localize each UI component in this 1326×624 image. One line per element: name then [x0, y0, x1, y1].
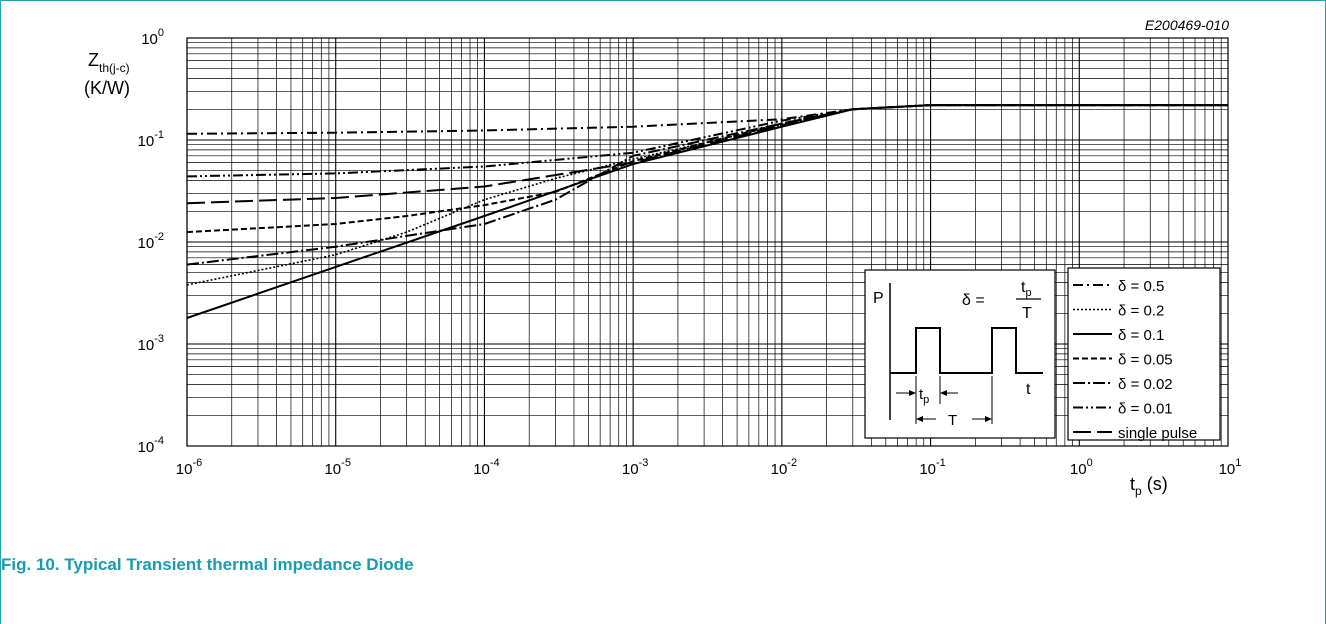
inset-pulse-train: [890, 327, 1043, 374]
x-tick-label-base: 10: [1219, 461, 1236, 478]
x-tick-label-exp: 1: [1235, 457, 1241, 469]
x-tick-label-exp: -6: [192, 457, 202, 469]
x-tick-label-base: 10: [176, 461, 193, 478]
legend-label-1: δ = 0.2: [1118, 303, 1164, 320]
x-tick-label-base: 10: [1070, 461, 1087, 478]
y-tick-label-exp: -2: [154, 231, 164, 243]
x-axis-label: tp (s): [1130, 474, 1168, 498]
legend-label-5: δ = 0.01: [1118, 401, 1173, 418]
y-tick-label-exp: -4: [154, 435, 164, 447]
y-tick-label-base: 10: [138, 439, 155, 456]
series-line-5: [186, 104, 1228, 178]
inset-formula-numerator: tp: [1021, 279, 1032, 299]
legend-label-2: δ = 0.1: [1118, 327, 1164, 344]
legend-label-6: single pulse: [1118, 425, 1197, 442]
y-tick-label-base: 10: [138, 133, 155, 150]
x-axis-label-main: t: [1130, 474, 1135, 494]
x-tick-label: 10-3: [622, 457, 648, 478]
x-tick-label-exp: -1: [936, 457, 946, 469]
figure-caption: Fig. 10. Typical Transient thermal imped…: [1, 555, 414, 574]
series-line-6: [186, 104, 1228, 205]
legend-label-4: δ = 0.02: [1118, 376, 1173, 393]
legend-box: [1067, 267, 1221, 441]
y-tick-label-exp: -1: [154, 129, 164, 141]
y-tick-label-base: 10: [138, 337, 155, 354]
x-tick-label-base: 10: [473, 461, 490, 478]
series-line-3: [186, 104, 1228, 234]
y-axis-label-main: Z: [88, 50, 99, 70]
legend-label-0: δ = 0.5: [1118, 278, 1164, 295]
x-tick-label-exp: -2: [787, 457, 797, 469]
x-tick-label-base: 10: [324, 461, 341, 478]
inset-period-arrowhead-right: [985, 416, 992, 422]
y-tick-label-base: 10: [138, 235, 155, 252]
y-axis-unit: (K/W): [84, 78, 130, 98]
x-tick-label-base: 10: [771, 461, 788, 478]
inset-formula-num-sub: p: [1025, 287, 1031, 299]
y-axis-label-sub: th(j-c): [99, 61, 130, 75]
pulse-diagram-inset: P t tp T δ = tp T: [864, 269, 1056, 439]
legend-items: δ = 0.5 δ = 0.2 δ = 0.1 δ = 0.05 δ = 0.02 δ =…: [1073, 278, 1197, 442]
legend: δ = 0.5 δ = 0.2 δ = 0.1 δ = 0.05 δ = 0.02 δ =…: [1067, 267, 1221, 442]
x-tick-label-base: 10: [622, 461, 639, 478]
inset-box: [864, 269, 1056, 439]
x-tick-label: 10-6: [176, 457, 202, 478]
x-tick-label: 100: [1070, 457, 1093, 478]
inset-formula-num-main: t: [1021, 279, 1026, 296]
inset-formula-lhs: δ =: [962, 292, 985, 309]
thermal-impedance-chart: 10-6 10-5 10-4 10-3 10-2 10-1 100 101 10-410-31…: [84, 17, 1242, 498]
x-tick-label-exp: -3: [639, 457, 649, 469]
x-tick-label: 10-1: [919, 457, 945, 478]
y-tick-label-base: 10: [141, 31, 158, 48]
figure-id: E200469-010: [1145, 17, 1229, 33]
inset-period-arrowhead-left: [916, 416, 923, 422]
inset-tp-main: t: [919, 386, 924, 403]
x-tick-label: 10-5: [324, 457, 350, 478]
inset-tp-arrowhead-left: [909, 390, 916, 396]
y-tick-label: 10-4: [138, 435, 164, 456]
inset-p-label: P: [873, 290, 884, 307]
series-line-4: [186, 104, 1228, 266]
x-axis-label-sub: p: [1135, 484, 1142, 498]
x-tick-label-exp: 0: [1087, 457, 1093, 469]
series-lines: [186, 104, 1228, 319]
y-tick-label-exp: 0: [158, 27, 164, 39]
y-tick-label-exp: -3: [154, 333, 164, 345]
x-tick-labels: 10-6 10-5 10-4 10-3 10-2 10-1 100 101: [176, 457, 1242, 478]
legend-label-3: δ = 0.05: [1118, 352, 1173, 369]
inset-formula-denominator: T: [1022, 305, 1032, 322]
inset-t-label: t: [1026, 381, 1031, 398]
y-tick-label: 10-3: [138, 333, 164, 354]
plot-area-border: [186, 37, 1229, 447]
y-tick-label: 100: [141, 27, 164, 48]
inset-tp-label: tp: [919, 386, 929, 406]
y-axis-label: Zth(j-c): [88, 50, 130, 75]
x-tick-label-exp: -5: [341, 457, 351, 469]
x-tick-label-base: 10: [919, 461, 936, 478]
x-tick-label: 10-4: [473, 457, 499, 478]
y-tick-label: 10-1: [138, 129, 164, 150]
x-tick-label-exp: -4: [490, 457, 500, 469]
inset-tp-sub: p: [923, 394, 929, 406]
x-tick-label: 10-2: [771, 457, 797, 478]
x-axis-label-unit: (s): [1142, 474, 1168, 494]
x-tick-label: 101: [1219, 457, 1242, 478]
inset-period-label: T: [948, 412, 957, 429]
y-tick-label: 10-2: [138, 231, 164, 252]
inset-tp-arrowhead-right: [940, 390, 947, 396]
